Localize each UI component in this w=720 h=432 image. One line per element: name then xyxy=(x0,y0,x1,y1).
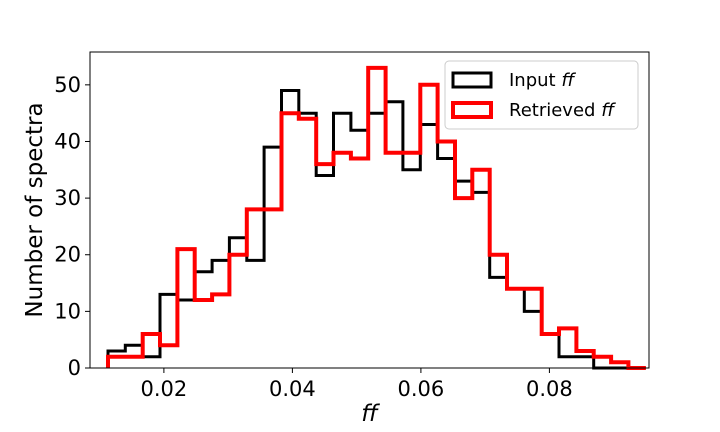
x-tick-label: 0.04 xyxy=(269,377,316,401)
plot-frame xyxy=(89,51,650,369)
x-tick-label: 0.08 xyxy=(526,377,573,401)
x-axis: 0.02 0.04 0.06 0.08 xyxy=(141,368,573,401)
y-tick-label: 30 xyxy=(54,186,81,210)
x-tick-label: 0.02 xyxy=(141,377,188,401)
y-axis: 0 10 20 30 40 50 xyxy=(54,73,90,380)
y-tick-label: 40 xyxy=(54,129,81,153)
series-1-histogram xyxy=(106,89,646,370)
y-tick-label: 50 xyxy=(54,73,81,97)
y-axis-label: Number of spectra xyxy=(22,102,48,317)
y-tick-label: 10 xyxy=(54,299,81,323)
x-axis-label: ff xyxy=(361,401,380,427)
series-layer xyxy=(106,65,646,370)
legend-box xyxy=(444,60,639,130)
series-2-histogram xyxy=(106,65,646,370)
legend-label-2: Retrieved ff xyxy=(509,100,616,121)
legend-label-1: Input ff xyxy=(509,70,576,91)
legend-swatch-1 xyxy=(451,71,493,89)
y-tick-label: 20 xyxy=(54,243,81,267)
y-tick-label: 0 xyxy=(68,356,81,380)
x-tick-label: 0.06 xyxy=(398,377,445,401)
legend: Input ff Retrieved ff xyxy=(444,60,639,130)
legend-swatch-2 xyxy=(451,101,493,119)
